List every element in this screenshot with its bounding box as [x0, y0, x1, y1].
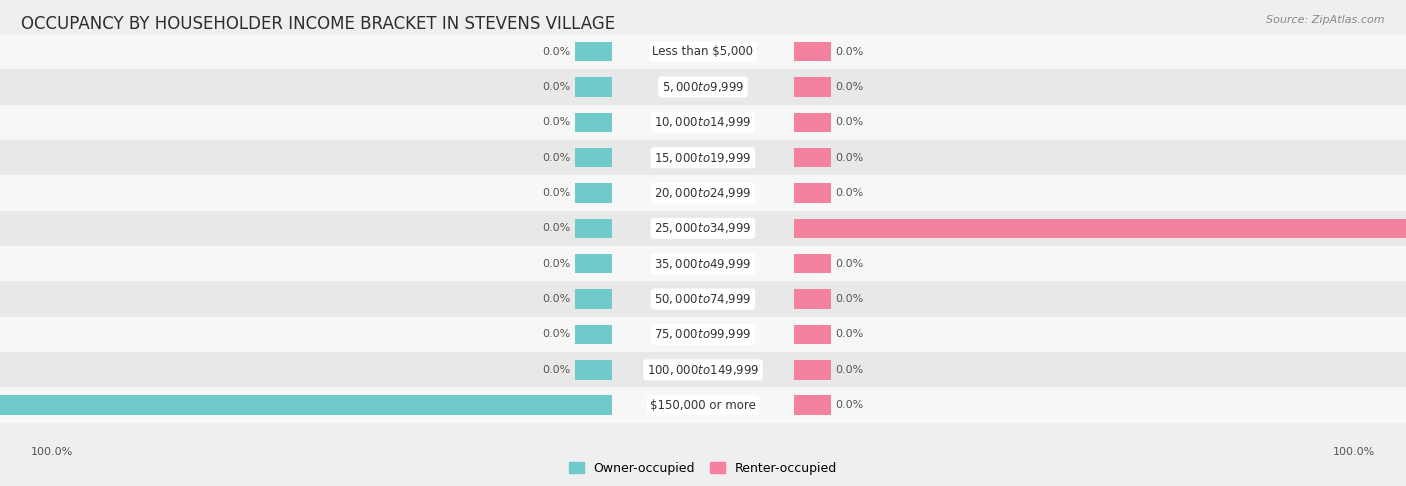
Bar	[0, 352, 1406, 387]
Bar	[575, 42, 612, 61]
Text: $15,000 to $19,999: $15,000 to $19,999	[654, 151, 752, 165]
Bar	[794, 360, 831, 380]
Bar	[0, 317, 1406, 352]
Text: 0.0%: 0.0%	[543, 330, 571, 339]
Text: 0.0%: 0.0%	[835, 188, 863, 198]
Text: Source: ZipAtlas.com: Source: ZipAtlas.com	[1267, 15, 1385, 25]
Bar	[0, 387, 1406, 423]
Bar	[0, 140, 1406, 175]
Bar	[575, 360, 612, 380]
Bar	[575, 77, 612, 97]
Bar	[575, 289, 612, 309]
Bar	[794, 42, 831, 61]
Text: 0.0%: 0.0%	[835, 259, 863, 269]
Text: 0.0%: 0.0%	[543, 294, 571, 304]
Bar	[794, 254, 831, 274]
Text: OCCUPANCY BY HOUSEHOLDER INCOME BRACKET IN STEVENS VILLAGE: OCCUPANCY BY HOUSEHOLDER INCOME BRACKET …	[21, 15, 616, 33]
Text: 0.0%: 0.0%	[543, 365, 571, 375]
Bar	[575, 254, 612, 274]
Text: $25,000 to $34,999: $25,000 to $34,999	[654, 222, 752, 235]
Text: $150,000 or more: $150,000 or more	[650, 399, 756, 412]
Text: $100,000 to $149,999: $100,000 to $149,999	[647, 363, 759, 377]
Bar	[575, 183, 612, 203]
Text: 0.0%: 0.0%	[543, 82, 571, 92]
Text: 0.0%: 0.0%	[543, 153, 571, 163]
Bar	[0, 211, 1406, 246]
Text: 100.0%: 100.0%	[31, 447, 73, 457]
Text: Less than $5,000: Less than $5,000	[652, 45, 754, 58]
Text: $5,000 to $9,999: $5,000 to $9,999	[662, 80, 744, 94]
Text: 0.0%: 0.0%	[835, 400, 863, 410]
Bar	[0, 396, 612, 415]
Bar	[794, 113, 831, 132]
Bar	[0, 69, 1406, 104]
Text: 0.0%: 0.0%	[543, 259, 571, 269]
Bar	[0, 175, 1406, 211]
Bar	[794, 183, 831, 203]
Bar	[794, 148, 831, 168]
Bar	[575, 325, 612, 344]
Bar	[794, 219, 1406, 238]
Bar	[794, 325, 831, 344]
Bar	[0, 281, 1406, 317]
Legend: Owner-occupied, Renter-occupied: Owner-occupied, Renter-occupied	[564, 457, 842, 480]
Text: 0.0%: 0.0%	[835, 47, 863, 57]
Bar	[794, 289, 831, 309]
Text: 0.0%: 0.0%	[543, 188, 571, 198]
Text: 0.0%: 0.0%	[543, 224, 571, 233]
Text: $50,000 to $74,999: $50,000 to $74,999	[654, 292, 752, 306]
Text: 0.0%: 0.0%	[835, 365, 863, 375]
Text: 0.0%: 0.0%	[543, 118, 571, 127]
Text: $20,000 to $24,999: $20,000 to $24,999	[654, 186, 752, 200]
Text: 0.0%: 0.0%	[543, 47, 571, 57]
Text: 0.0%: 0.0%	[835, 118, 863, 127]
Bar	[575, 219, 612, 238]
Bar	[794, 396, 831, 415]
Text: 0.0%: 0.0%	[835, 294, 863, 304]
Bar	[794, 77, 831, 97]
Bar	[0, 104, 1406, 140]
Bar	[575, 148, 612, 168]
Text: 0.0%: 0.0%	[835, 330, 863, 339]
Text: $10,000 to $14,999: $10,000 to $14,999	[654, 115, 752, 129]
Text: $35,000 to $49,999: $35,000 to $49,999	[654, 257, 752, 271]
Bar	[575, 113, 612, 132]
Text: 0.0%: 0.0%	[835, 153, 863, 163]
Text: 100.0%: 100.0%	[1333, 447, 1375, 457]
Bar	[0, 246, 1406, 281]
Bar	[0, 34, 1406, 69]
Text: $75,000 to $99,999: $75,000 to $99,999	[654, 328, 752, 342]
Text: 0.0%: 0.0%	[835, 82, 863, 92]
